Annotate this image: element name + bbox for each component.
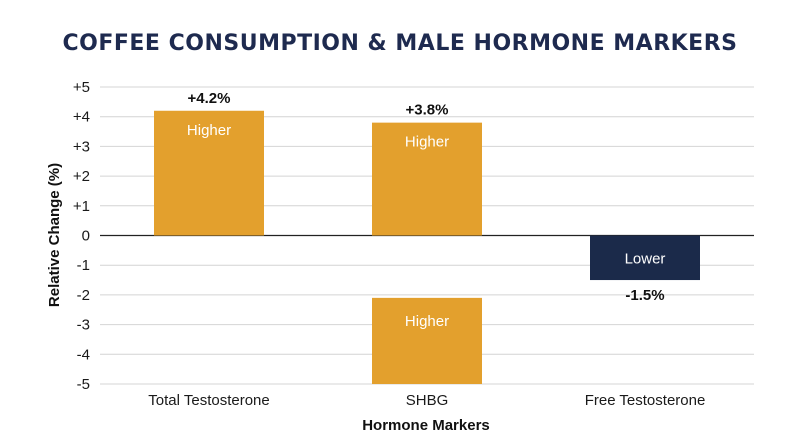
x-tick-label: Free Testosterone — [585, 392, 706, 409]
data-label: +4.2% — [188, 90, 231, 107]
x-tick-label: Total Testosterone — [148, 392, 269, 409]
data-label: -1.5% — [625, 287, 664, 304]
y-tick-label: -2 — [77, 287, 90, 304]
y-tick-label: -4 — [77, 346, 90, 363]
data-label: +3.8% — [406, 102, 449, 119]
y-tick-label: -1 — [77, 257, 90, 274]
bar — [372, 122, 482, 236]
y-tick-label: +5 — [73, 79, 90, 96]
bar-inner-label: Higher — [187, 122, 231, 139]
x-axis-title: Hormone Markers — [362, 417, 490, 434]
bar-inner-label: Higher — [405, 313, 449, 330]
y-tick-label: +3 — [73, 138, 90, 155]
y-tick-label: -5 — [77, 376, 90, 393]
bar — [372, 297, 482, 384]
y-tick-label: +2 — [73, 168, 90, 185]
y-tick-label: 0 — [82, 228, 90, 245]
labels: +5 +4 +3 +2 +1 0 -1 -2 -3 -4 -5 Total Testosterone S… — [73, 79, 705, 409]
y-tick-label: +4 — [73, 109, 90, 126]
y-tick-label: -3 — [77, 317, 90, 334]
y-axis-title: Relative Change (%) — [46, 163, 63, 307]
x-tick-label: SHBG — [406, 392, 449, 409]
bars — [154, 110, 700, 384]
bar — [154, 110, 264, 236]
bar-inner-label: Higher — [405, 134, 449, 151]
bar — [590, 235, 700, 281]
bar-inner-label: Lower — [625, 251, 666, 268]
chart-title: COFFEE CONSUMPTION & MALE HORMONE MARKER… — [62, 31, 737, 56]
y-tick-label: +1 — [73, 198, 90, 215]
